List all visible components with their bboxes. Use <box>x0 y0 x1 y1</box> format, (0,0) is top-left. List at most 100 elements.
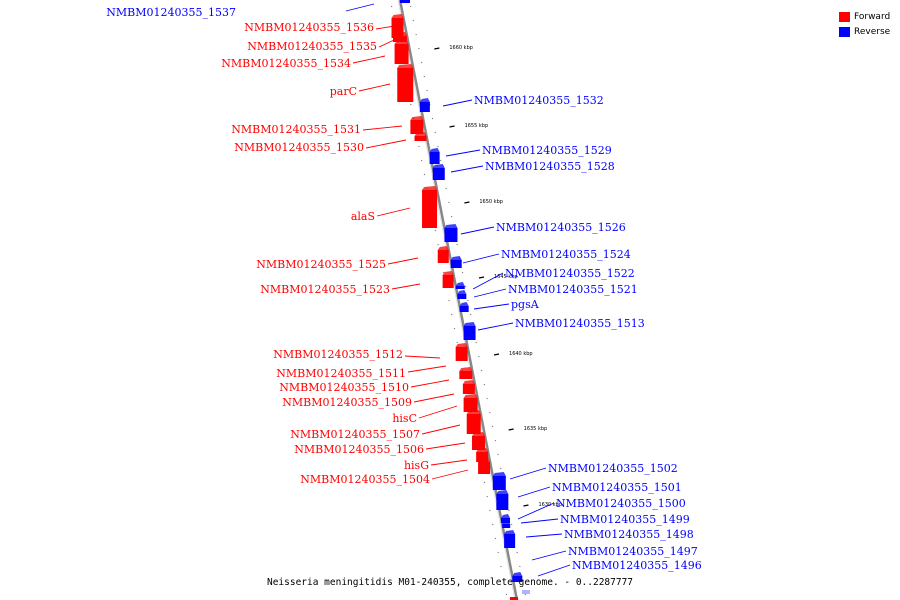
tick-label: 1650 kbp <box>479 199 503 205</box>
minor-tick <box>418 145 420 148</box>
forward-gene-block-top <box>472 432 486 436</box>
gene-label: NMBM01240355_1509 <box>282 396 412 409</box>
gene-label: NMBM01240355_1528 <box>485 160 615 173</box>
leader-line <box>537 564 571 577</box>
minor-tick <box>478 355 480 358</box>
gene-label: NMBM01240355_1496 <box>572 559 702 572</box>
leader-line <box>407 365 447 373</box>
reverse-gene-block <box>429 152 440 164</box>
minor-tick <box>390 5 393 8</box>
leader-line <box>450 165 484 173</box>
reverse-gene-block-top <box>457 290 467 294</box>
minor-tick <box>434 229 437 232</box>
minor-tick <box>453 327 456 330</box>
minor-tick <box>437 243 439 246</box>
major-tick <box>434 47 440 50</box>
gene-label: NMBM01240355_1529 <box>482 144 612 157</box>
forward-gene-block <box>397 68 414 102</box>
minor-tick <box>448 201 450 204</box>
reverse-gene-block-top <box>501 514 511 518</box>
leader-line <box>517 486 551 498</box>
gene-label: NMBM01240355_1499 <box>560 513 690 526</box>
reverse-gene-block-top <box>455 282 465 286</box>
forward-gene-block <box>459 371 473 379</box>
leader-line <box>421 424 461 435</box>
reverse-gene-block-top <box>512 572 523 576</box>
forward-gene-block-top <box>391 14 404 18</box>
reverse-gene-block-top <box>419 98 430 102</box>
leader-line <box>375 24 402 30</box>
legend-forward-label: Forward <box>854 11 891 22</box>
minor-tick <box>500 565 502 568</box>
forward-gene-block-top <box>394 40 409 44</box>
minor-tick <box>486 397 488 400</box>
forward-gene-block <box>455 347 468 361</box>
forward-gene-block <box>437 250 449 263</box>
legend: Forward Reverse <box>839 9 890 39</box>
forward-gene-block <box>478 462 491 474</box>
gene-label: NMBM01240355_1501 <box>552 481 682 494</box>
gene-label: NMBM01240355_1512 <box>273 348 403 361</box>
minor-tick <box>415 33 417 36</box>
minor-tick <box>420 159 423 162</box>
reverse-gene-block-top <box>429 148 440 152</box>
minor-tick <box>516 551 518 554</box>
minor-tick <box>491 425 494 428</box>
minor-tick <box>500 467 502 470</box>
reverse-gene-block <box>450 260 462 268</box>
minor-tick <box>489 411 491 414</box>
gene-label: NMBM01240355_1507 <box>290 428 420 441</box>
reverse-gene-block <box>432 168 445 180</box>
gene-label: NMBM01240355_1532 <box>474 94 604 107</box>
leader-line <box>391 283 421 290</box>
minor-tick <box>505 593 508 596</box>
forward-gene-block-top <box>442 271 454 275</box>
gene-label: hisG <box>404 459 429 472</box>
minor-tick <box>410 103 412 106</box>
reverse-gene-block <box>504 534 516 548</box>
minor-tick <box>524 593 527 596</box>
minor-tick <box>467 299 469 302</box>
gene-label: NMBM01240355_1497 <box>568 545 698 558</box>
legend-forward: Forward <box>839 9 890 24</box>
gene-label: hisC <box>392 412 417 425</box>
minor-tick <box>469 313 472 316</box>
minor-tick <box>434 131 436 134</box>
minor-tick <box>423 173 426 176</box>
major-tick <box>493 353 500 356</box>
gene-label: NMBM01240355_1510 <box>279 381 409 394</box>
reverse-gene-block-top <box>502 520 511 524</box>
leader-line <box>362 125 403 131</box>
gene-label: NMBM01240355_1534 <box>221 57 351 70</box>
leader-line <box>509 467 547 480</box>
major-tick <box>464 201 470 204</box>
tick-label: 1660 kbp <box>449 45 473 51</box>
gene-label: NMBM01240355_1498 <box>564 528 694 541</box>
minor-tick <box>483 383 486 386</box>
forward-swatch <box>839 11 850 22</box>
minor-tick <box>426 89 428 92</box>
forward-gene-block-top <box>476 448 489 452</box>
reverse-gene-block <box>501 518 511 523</box>
leader-line <box>378 39 395 48</box>
forward-gene-block <box>414 136 427 141</box>
gene-label: NMBM01240355_1530 <box>234 141 364 154</box>
minor-tick <box>423 75 426 78</box>
minor-tick <box>450 313 453 316</box>
minor-tick <box>412 19 415 22</box>
gene-label: NMBM01240355_1521 <box>508 283 638 296</box>
forward-gene-block-top <box>437 246 449 250</box>
minor-tick <box>480 369 483 372</box>
gene-label: NMBM01240355_1522 <box>505 267 635 280</box>
minor-tick <box>486 495 488 498</box>
leader-line <box>473 303 510 310</box>
reverse-gene-block-top <box>463 322 476 326</box>
reverse-swatch <box>839 26 850 37</box>
forward-gene-block <box>422 190 438 228</box>
major-tick <box>449 125 455 128</box>
leader-line <box>404 355 441 359</box>
leader-line <box>413 393 455 403</box>
major-tick <box>508 428 514 431</box>
legend-reverse-label: Reverse <box>854 26 891 37</box>
leader-line <box>387 257 419 265</box>
